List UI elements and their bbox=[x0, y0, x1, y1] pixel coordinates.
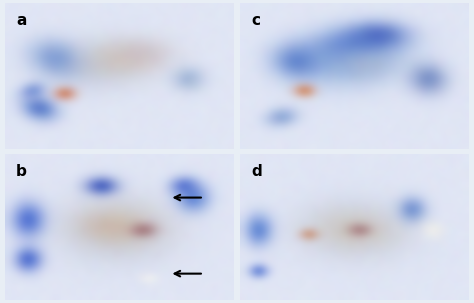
Text: c: c bbox=[252, 13, 261, 28]
Text: b: b bbox=[16, 164, 27, 179]
Text: d: d bbox=[252, 164, 263, 179]
Text: a: a bbox=[16, 13, 27, 28]
